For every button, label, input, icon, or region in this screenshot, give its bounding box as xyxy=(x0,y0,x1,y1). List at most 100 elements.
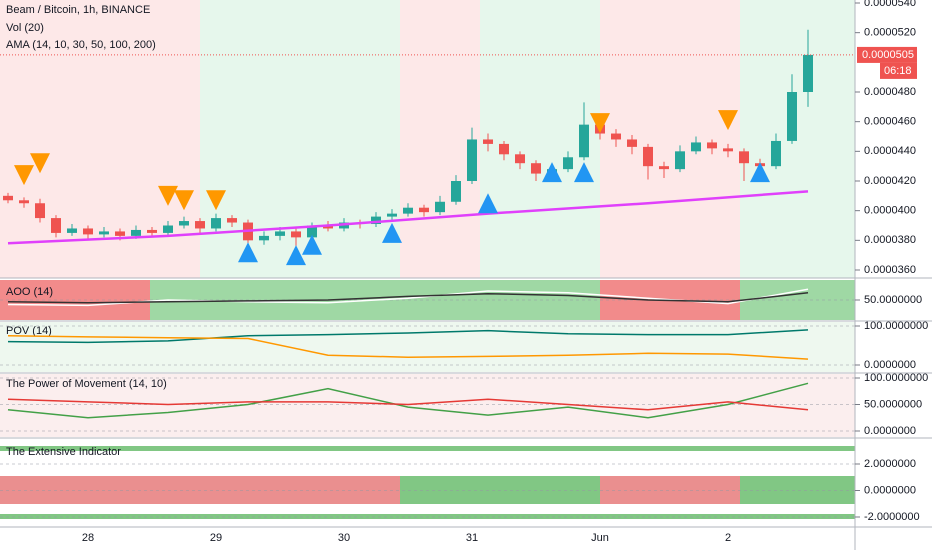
candle-body xyxy=(771,140,781,167)
candle-body xyxy=(115,231,125,236)
candle-body xyxy=(739,151,749,164)
y-tick-label: 0.0000520 xyxy=(864,27,916,39)
signal-triangle xyxy=(382,222,402,243)
candle-body xyxy=(435,201,445,213)
candle-body xyxy=(99,231,109,235)
candle-body xyxy=(51,218,61,233)
zone xyxy=(0,514,855,519)
x-tick-label: 2 xyxy=(725,532,731,544)
candle-body xyxy=(371,216,381,225)
candle-body xyxy=(387,213,397,217)
zone xyxy=(740,0,855,278)
pane-title: Beam / Bitcoin, 1h, BINANCE xyxy=(6,4,150,16)
zone xyxy=(0,322,855,372)
series-line xyxy=(7,382,809,419)
y-tick-label: 0.0000000 xyxy=(864,425,916,437)
candle-body xyxy=(691,142,701,152)
series-line xyxy=(7,335,809,360)
signal-triangle xyxy=(30,153,50,174)
y-tick-label: 50.0000000 xyxy=(864,398,922,410)
indicator-label: Vol (20) xyxy=(6,22,44,34)
candle-body xyxy=(307,225,317,238)
series-line xyxy=(7,190,809,245)
y-tick-label: 0.0000440 xyxy=(864,145,916,157)
candle-body xyxy=(419,207,429,213)
x-tick-label: 29 xyxy=(210,532,222,544)
countdown-label: 06:18 xyxy=(884,65,912,77)
y-tick-label: 0.0000360 xyxy=(864,264,916,276)
zone xyxy=(600,0,740,278)
candle-body xyxy=(403,207,413,214)
y-tick-label: 100.0000000 xyxy=(864,320,928,332)
countdown-box xyxy=(880,62,917,79)
x-tick-label: 30 xyxy=(338,532,350,544)
candle-body xyxy=(531,163,541,174)
candle-body xyxy=(291,231,301,238)
signal-triangle xyxy=(590,113,610,134)
y-tick-label: 50.0000000 xyxy=(864,294,922,306)
last-price-box xyxy=(857,46,917,63)
zone xyxy=(0,446,855,451)
signal-triangle xyxy=(542,162,562,183)
pane-title: The Extensive Indicator xyxy=(6,446,121,458)
series-line xyxy=(7,329,809,344)
pane-title: AOO (14) xyxy=(6,286,53,298)
candle-body xyxy=(707,142,717,149)
candle-body xyxy=(499,143,509,155)
y-tick-label: 100.0000000 xyxy=(864,372,928,384)
candle-body xyxy=(275,231,285,236)
y-tick-label: 0.0000000 xyxy=(864,484,916,496)
candle-body xyxy=(179,221,189,226)
y-tick-label: 0.0000380 xyxy=(864,234,916,246)
series-line xyxy=(7,398,809,411)
indicator-label: AMA (14, 10, 30, 50, 100, 200) xyxy=(6,39,156,51)
signal-triangle xyxy=(206,190,226,211)
candle-body xyxy=(787,92,797,141)
candle-body xyxy=(259,235,269,241)
y-tick-label: 0.0000480 xyxy=(864,86,916,98)
y-tick-label: 0.0000420 xyxy=(864,175,916,187)
candle-body xyxy=(227,218,237,223)
candle-body xyxy=(3,195,13,201)
candle-body xyxy=(323,225,333,229)
candle-body xyxy=(483,139,493,144)
candle-body xyxy=(643,146,653,167)
y-tick-label: 0.0000000 xyxy=(864,359,916,371)
signal-triangle xyxy=(718,110,738,131)
x-tick-label: 28 xyxy=(82,532,94,544)
candle-body xyxy=(611,133,621,140)
candle-body xyxy=(195,221,205,229)
candle-body xyxy=(675,151,685,170)
candle-body xyxy=(211,218,221,229)
candle-body xyxy=(19,200,29,204)
x-tick-label: 31 xyxy=(466,532,478,544)
candle-body xyxy=(467,139,477,181)
y-tick-label: 0.0000540 xyxy=(864,0,916,9)
candle-body xyxy=(451,181,461,202)
zone xyxy=(0,374,855,437)
y-tick-label: -2.0000000 xyxy=(864,511,920,523)
candle-body xyxy=(723,148,733,152)
y-tick-label: 0.0000400 xyxy=(864,205,916,217)
zone xyxy=(740,476,855,504)
candle-body xyxy=(627,139,637,147)
x-tick-label: Jun xyxy=(591,532,609,544)
candle-body xyxy=(147,229,157,233)
signal-triangle xyxy=(574,162,594,183)
candle-body xyxy=(83,228,93,235)
candle-body xyxy=(131,229,141,236)
candle-body xyxy=(803,54,813,92)
zone xyxy=(400,0,480,278)
signal-triangle xyxy=(14,165,34,186)
signal-triangle xyxy=(286,245,306,266)
candle-body xyxy=(163,225,173,233)
candle-body xyxy=(659,166,669,170)
signal-triangle xyxy=(302,234,322,255)
candle-body xyxy=(579,124,589,158)
last-price-label: 0.0000505 xyxy=(862,49,914,61)
signal-triangle xyxy=(238,242,258,263)
series-line xyxy=(7,292,809,304)
